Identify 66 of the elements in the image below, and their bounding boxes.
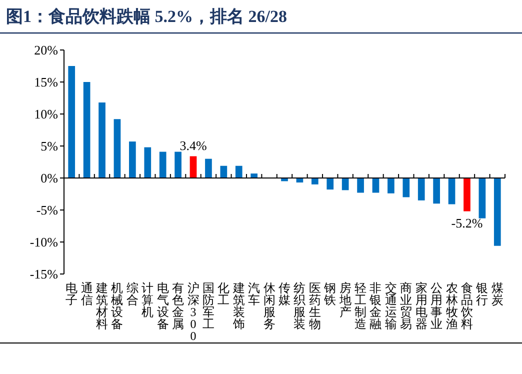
x-tick-label: 化工 <box>218 281 230 307</box>
y-tick-label: 10% <box>34 106 58 122</box>
x-tick-label: 钢铁 <box>323 281 336 307</box>
x-tick-label: 非银金融 <box>368 281 382 331</box>
bar <box>418 178 425 200</box>
x-tick-label: 食品饮料 <box>460 281 473 331</box>
x-tick-label: 家用电器 <box>415 281 428 331</box>
bar <box>464 178 470 212</box>
bar <box>250 174 258 178</box>
x-tick-label: 沪深300 <box>187 281 200 343</box>
x-tick-label: 公用事业 <box>430 281 443 331</box>
bar <box>220 166 228 178</box>
bar <box>311 178 318 184</box>
bar <box>478 178 486 218</box>
x-tick-label: 电子 <box>66 281 78 307</box>
data-label: 3.4% <box>180 138 207 154</box>
y-tick-label: -10% <box>30 234 58 250</box>
x-tick-label: 传媒 <box>278 281 290 307</box>
x-tick-label: 建筑材料 <box>95 281 108 331</box>
bar <box>114 119 121 178</box>
y-tick-label: 15% <box>34 74 58 90</box>
x-tick-label: 建筑装饰 <box>232 281 245 331</box>
bar <box>129 142 136 178</box>
x-tick-label: 轻工制造 <box>354 281 367 331</box>
bar <box>388 178 394 194</box>
x-tick-label: 有色金属 <box>172 281 184 331</box>
bar <box>342 178 349 190</box>
y-tick-label: -5% <box>36 202 58 218</box>
x-tick-label: 银行 <box>475 281 488 307</box>
bar <box>68 66 76 178</box>
x-tick-label: 通信 <box>80 281 93 307</box>
x-tick-label: 房地产 <box>338 281 352 319</box>
bar <box>372 178 380 193</box>
x-tick-label: 计算机 <box>142 281 154 319</box>
x-tick-label: 交通运输 <box>384 281 397 331</box>
x-tick-label: 农林牧渔 <box>444 281 458 331</box>
y-tick-label: 20% <box>34 42 58 58</box>
data-label: -5.2% <box>451 215 483 230</box>
x-tick-label: 医药生物 <box>308 281 321 331</box>
x-tick-label: 综合 <box>126 281 138 307</box>
bar <box>433 178 440 204</box>
bar <box>494 178 501 246</box>
x-tick-label: 煤炭 <box>491 281 504 307</box>
bar <box>326 178 334 190</box>
bar <box>448 178 456 204</box>
bar <box>98 102 106 178</box>
y-tick-label: 5% <box>40 138 58 154</box>
bar <box>174 152 182 178</box>
bar <box>205 158 212 178</box>
y-tick-label: 0% <box>40 170 58 186</box>
bar <box>144 147 152 178</box>
x-tick-label: 休闲服务 <box>263 281 276 331</box>
x-tick-label: 汽车 <box>248 281 260 307</box>
bar <box>190 156 197 178</box>
bar <box>83 82 90 178</box>
bar <box>402 178 410 198</box>
bar <box>159 152 166 178</box>
x-tick-label: 商业贸易 <box>400 281 412 331</box>
x-tick-label: 电气设备 <box>156 281 169 331</box>
x-tick-label: 纺织服装 <box>294 281 306 331</box>
bar <box>357 178 364 193</box>
y-tick-label: -15% <box>30 266 58 282</box>
bar <box>235 166 242 178</box>
x-tick-label: 国防军工 <box>202 281 214 331</box>
chart-title: 图1：食品饮料跌幅 5.2%，排名 26/28 <box>6 7 287 26</box>
x-tick-label: 机械设备 <box>111 281 124 331</box>
